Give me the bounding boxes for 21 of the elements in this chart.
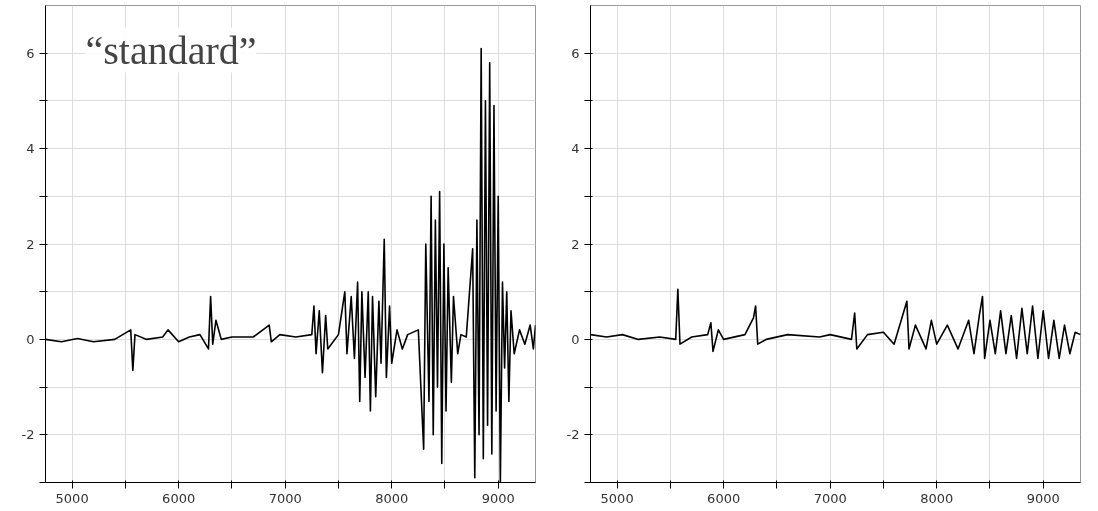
- x-tick-label: 7000: [813, 490, 847, 506]
- x-tick-label: 6000: [707, 490, 741, 506]
- x-tick-label: 6000: [162, 490, 196, 506]
- y-tick-label: 0: [571, 331, 580, 347]
- y-tick-label: 2: [571, 236, 580, 252]
- x-tick-label: 9000: [481, 490, 515, 506]
- y-tick-label: 6: [571, 45, 580, 61]
- x-tick-label: 8000: [375, 490, 409, 506]
- y-tick-label: 4: [571, 141, 580, 157]
- y-tick-label: 6: [26, 45, 35, 61]
- y-tick-label: 4: [26, 141, 35, 157]
- x-tick-label: 5000: [600, 490, 634, 506]
- x-tick-label: 5000: [55, 490, 89, 506]
- y-tick-label: 2: [26, 236, 35, 252]
- y-tick-label: 0: [26, 331, 35, 347]
- y-tick-label: -2: [566, 427, 580, 443]
- x-tick-label: 9000: [1026, 490, 1060, 506]
- text: “standard”: [85, 27, 257, 73]
- y-tick-label: -2: [21, 427, 35, 443]
- x-tick-label: 7000: [268, 490, 302, 506]
- x-tick-label: 8000: [920, 490, 954, 506]
